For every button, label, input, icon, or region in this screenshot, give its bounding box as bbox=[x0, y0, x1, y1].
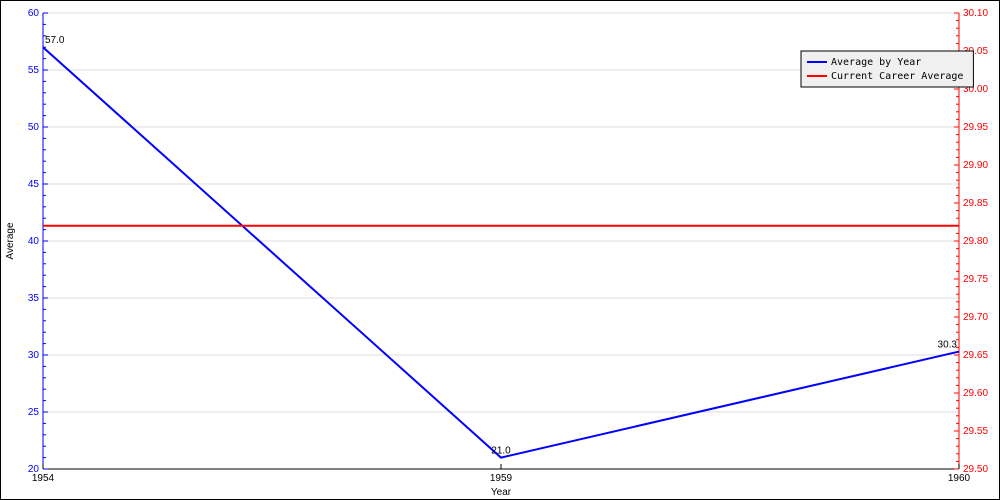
data-point-label: 30.3 bbox=[938, 340, 958, 351]
legend-label: Current Career Average bbox=[831, 71, 963, 82]
y-right-tick-label: 29.95 bbox=[963, 122, 988, 133]
y-right-tick-label: 29.65 bbox=[963, 350, 988, 361]
y-right-tick-label: 29.70 bbox=[963, 312, 988, 323]
y-right-tick-label: 29.85 bbox=[963, 198, 988, 209]
x-tick-label: 1954 bbox=[32, 473, 55, 484]
chart-svg: 20253035404550556029.5029.5529.6029.6529… bbox=[1, 1, 999, 499]
y-right-tick-label: 29.55 bbox=[963, 426, 988, 437]
chart-container: 20253035404550556029.5029.5529.6029.6529… bbox=[0, 0, 1000, 500]
y-left-tick-label: 25 bbox=[28, 407, 40, 418]
y-left-tick-label: 35 bbox=[28, 293, 40, 304]
data-point-label: 21.0 bbox=[491, 446, 511, 457]
data-point-label: 57.0 bbox=[45, 35, 65, 46]
x-axis-label: Year bbox=[491, 487, 512, 498]
y-left-tick-label: 55 bbox=[28, 65, 40, 76]
y-left-axis-label: Average bbox=[5, 222, 16, 260]
series-line bbox=[43, 47, 959, 457]
y-left-tick-label: 45 bbox=[28, 179, 40, 190]
y-left-tick-label: 50 bbox=[28, 122, 40, 133]
y-left-tick-label: 30 bbox=[28, 350, 40, 361]
y-right-tick-label: 29.80 bbox=[963, 236, 988, 247]
y-left-tick-label: 40 bbox=[28, 236, 40, 247]
y-right-tick-label: 29.60 bbox=[963, 388, 988, 399]
x-tick-label: 1960 bbox=[948, 473, 971, 484]
x-tick-label: 1959 bbox=[490, 473, 513, 484]
y-left-tick-label: 60 bbox=[28, 8, 40, 19]
y-right-tick-label: 29.90 bbox=[963, 160, 988, 171]
legend-label: Average by Year bbox=[831, 57, 921, 68]
y-right-tick-label: 30.10 bbox=[963, 8, 988, 19]
y-right-tick-label: 29.75 bbox=[963, 274, 988, 285]
